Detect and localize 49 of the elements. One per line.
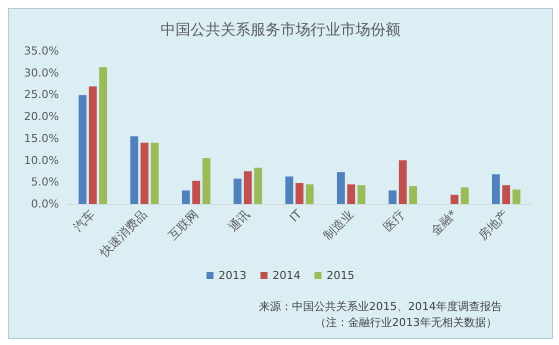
bar: [88, 86, 97, 204]
x-tick-label: 医疗: [380, 207, 408, 234]
bar: [130, 136, 138, 204]
bar: [182, 190, 190, 204]
bar: [234, 178, 242, 204]
bar: [336, 172, 345, 204]
x-tick-label: 通讯: [226, 207, 253, 234]
x-tick-label: 房地产: [476, 207, 512, 242]
text: （注：金融行业2013年无相关数据）: [315, 316, 498, 329]
bar: [492, 174, 500, 204]
legend-label: 2015: [326, 269, 354, 282]
bar: [285, 176, 294, 204]
bar: [347, 184, 356, 204]
bar: [398, 160, 407, 204]
bar: [140, 142, 148, 204]
y-tick-label: 0.0%: [31, 198, 59, 210]
bar: [296, 183, 304, 204]
x-tick-label: 互联网: [166, 207, 202, 242]
x-tick-label: 金融*: [428, 207, 460, 238]
y-tick-label: 15.0%: [24, 132, 59, 145]
bar: [306, 184, 314, 204]
bar: [409, 186, 418, 204]
bar: [202, 158, 210, 204]
bar: [450, 194, 458, 204]
x-tick-label: 制造业: [320, 207, 356, 242]
y-tick-label: 10.0%: [24, 154, 59, 167]
legend-label: 2013: [218, 269, 247, 282]
bar: [357, 185, 366, 204]
x-tick-label: IT: [286, 206, 305, 225]
y-tick-label: 25.0%: [24, 88, 59, 102]
bar: [502, 185, 510, 204]
x-tick-label: 快速消费品: [96, 207, 150, 260]
legend-label: 2014: [272, 269, 301, 282]
chart-title: 中国公共关系服务市场行业市场份额: [160, 20, 400, 38]
bar: [254, 168, 262, 204]
bar: [150, 142, 159, 204]
bar: [99, 67, 108, 204]
bar: [512, 190, 520, 204]
bar: [192, 180, 200, 204]
source-note: 来源：中国公共关系业2015、2014年度调查报告: [259, 300, 502, 313]
bar: [244, 171, 252, 204]
bar: [460, 187, 469, 204]
x-tick-label: 汽车: [70, 207, 98, 234]
y-tick-label: 35.0%: [24, 44, 59, 58]
y-tick-label: 20.0%: [24, 110, 59, 124]
y-tick-label: 5.0%: [31, 176, 59, 189]
bar: [388, 190, 397, 204]
y-tick-label: 30.0%: [24, 66, 59, 80]
bar: [78, 95, 87, 204]
